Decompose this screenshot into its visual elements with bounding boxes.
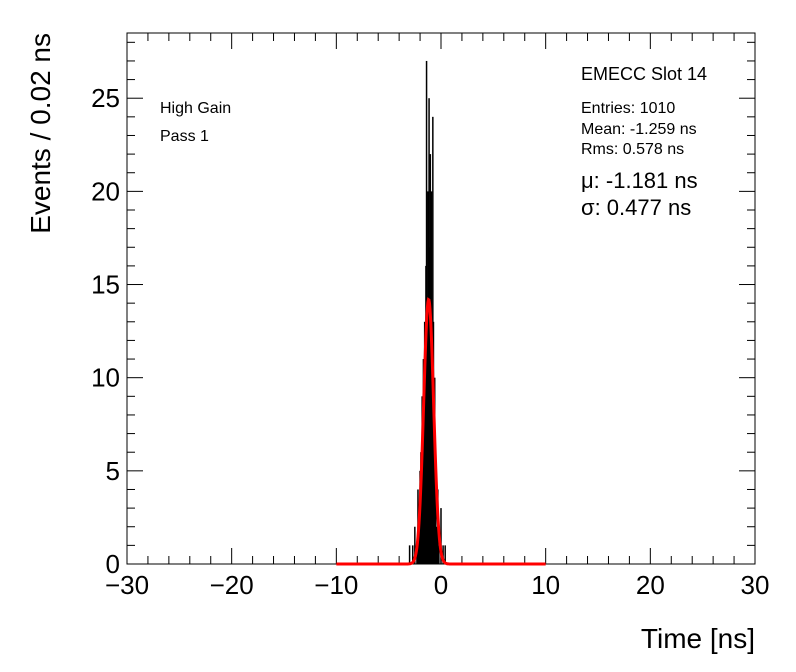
gain-label: High Gain [160,100,231,117]
y-tick-label: 20 [91,176,120,206]
histogram-bar [408,545,411,564]
histogram-bar [414,526,416,564]
histogram-bar [440,508,442,564]
y-tick-label: 25 [91,83,120,113]
histogram-bar [411,545,414,564]
y-tick-labels: 0 5 10 15 20 25 [91,83,120,579]
x-tick-label: −30 [105,570,149,600]
x-tick-label: 30 [741,570,770,600]
axis-ticks [126,33,756,565]
x-tick-labels: −30 −20 −10 0 10 20 30 [105,570,770,600]
stats-title: EMECC Slot 14 [581,64,707,84]
stats-mean: Mean: -1.259 ns [581,121,697,138]
x-tick-label: 0 [434,570,448,600]
y-tick-label: 0 [106,549,120,579]
x-tick-label: 20 [636,570,665,600]
fit-sigma: σ: 0.477 ns [581,195,691,220]
x-axis-title: Time [ns] [641,623,755,654]
stats-rms: Rms: 0.578 ns [581,141,684,158]
y-tick-label: 10 [91,363,120,393]
histogram-bar [418,526,420,564]
x-tick-label: 10 [531,570,560,600]
histogram-bar [435,470,437,564]
stats-entries: Entries: 1010 [581,100,675,117]
x-tick-label: −20 [210,570,254,600]
x-tick-label: −10 [314,570,358,600]
fit-mu: μ: -1.181 ns [581,168,698,193]
histogram-bar [444,545,446,564]
y-tick-label: 15 [91,270,120,300]
histogram-bar [436,526,438,564]
y-axis-title: Events / 0.02 ns [25,33,56,234]
gaussian-fit-curve [336,297,546,566]
histogram-bar [438,545,440,564]
y-tick-label: 5 [106,456,120,486]
pass-label: Pass 1 [160,128,209,145]
